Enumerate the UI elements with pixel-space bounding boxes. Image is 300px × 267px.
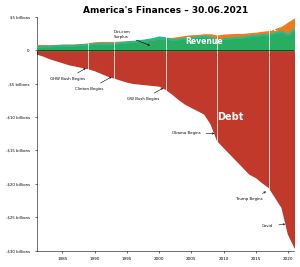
Text: Dot-com
Surplus: Dot-com Surplus — [114, 30, 149, 45]
Text: GHW Bush Begins: GHW Bush Begins — [50, 69, 85, 81]
Text: Obama Begins: Obama Begins — [172, 131, 214, 135]
Text: Revenue: Revenue — [185, 37, 223, 46]
Text: Deficit: Deficit — [248, 24, 277, 33]
Text: Debt: Debt — [217, 112, 243, 122]
Text: Trump Begins: Trump Begins — [236, 192, 266, 201]
Title: America's Finances – 30.06.2021: America's Finances – 30.06.2021 — [83, 6, 248, 15]
Text: GW Bush Begins: GW Bush Begins — [127, 88, 163, 101]
Text: Covid: Covid — [262, 223, 285, 228]
Text: Clinton Begins: Clinton Begins — [75, 77, 111, 91]
